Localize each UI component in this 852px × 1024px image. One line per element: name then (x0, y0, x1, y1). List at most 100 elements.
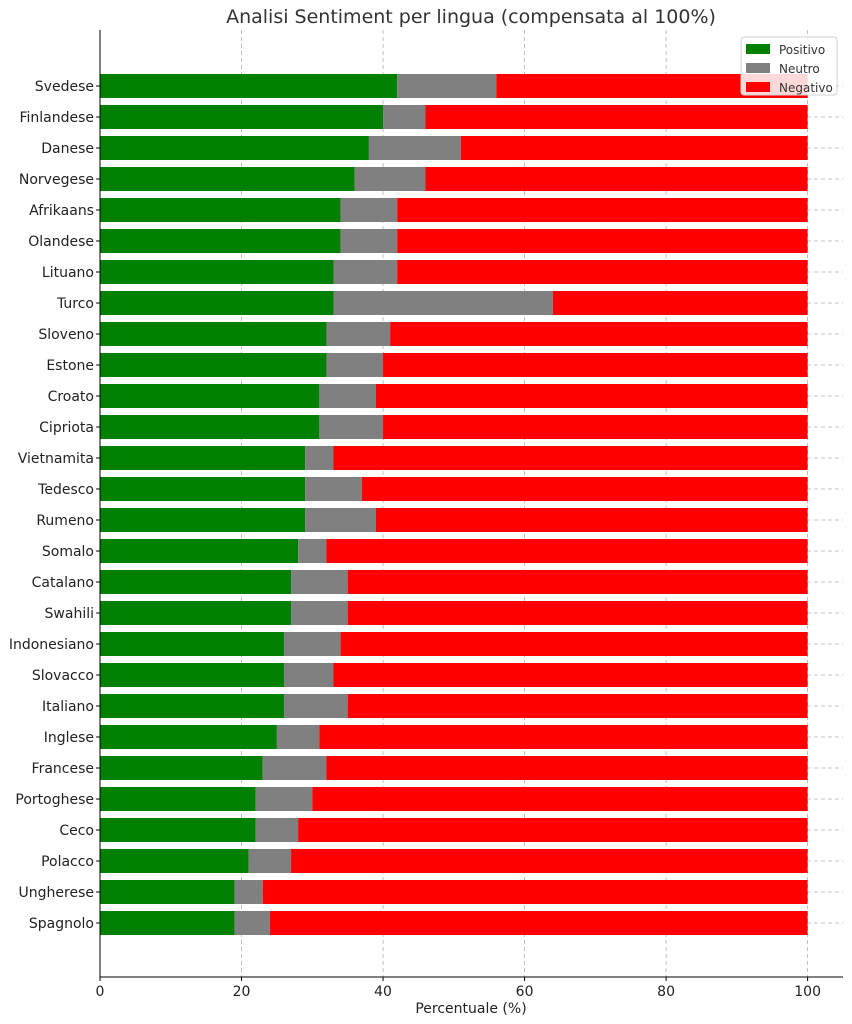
y-tick-label: Slovacco (32, 668, 94, 684)
bar-negativo-vietnamita (333, 446, 808, 470)
bar-neutro-catalano (291, 570, 348, 594)
bar-neutro-finlandese (383, 105, 426, 129)
y-tick-label: Afrikaans (29, 203, 94, 219)
bar-positivo-olandese (100, 229, 341, 253)
y-tick-label: Somalo (42, 544, 94, 560)
y-tick-label: Indonesiano (9, 637, 94, 653)
bar-negativo-swahili (347, 601, 808, 625)
bar-neutro-tedesco (305, 477, 362, 501)
bar-positivo-tedesco (100, 477, 306, 501)
bar-negativo-indonesiano (340, 632, 808, 656)
legend-label-neutro: Neutro (779, 62, 820, 76)
y-tick-label: Ungherese (19, 885, 94, 901)
x-tick-label: 20 (233, 984, 251, 1000)
bar-neutro-rumeno (305, 508, 376, 532)
bar-neutro-estone (326, 353, 384, 377)
bar-positivo-ceco (100, 818, 256, 842)
bar-neutro-ungherese (234, 880, 263, 904)
bar-negativo-slovacco (333, 663, 808, 687)
bar-positivo-francese (100, 756, 263, 780)
bar-neutro-ceco (255, 818, 299, 842)
bar-neutro-olandese (340, 229, 398, 253)
bar-neutro-cipriota (319, 415, 384, 439)
y-tick-label: Portoghese (15, 792, 94, 808)
bar-negativo-catalano (347, 570, 808, 594)
bar-positivo-finlandese (100, 105, 384, 129)
bar-positivo-turco (100, 291, 334, 315)
y-tick-label: Turco (56, 296, 94, 312)
bar-neutro-inglese (276, 725, 320, 749)
bar-positivo-croato (100, 384, 320, 408)
bar-positivo-afrikaans (100, 198, 341, 222)
bar-neutro-turco (333, 291, 553, 315)
bar-negativo-somalo (326, 539, 808, 563)
y-tick-label: Ceco (59, 823, 94, 839)
bar-positivo-svedese (100, 74, 398, 98)
bar-negativo-portoghese (312, 787, 808, 811)
x-axis-label: Percentuale (%) (415, 1001, 526, 1017)
bar-negativo-spagnolo (269, 911, 808, 935)
bar-neutro-francese (262, 756, 327, 780)
legend-label-positivo: Positivo (779, 43, 825, 57)
bar-positivo-rumeno (100, 508, 306, 532)
bar-negativo-afrikaans (397, 198, 808, 222)
bar-positivo-catalano (100, 570, 292, 594)
bar-negativo-italiano (347, 694, 808, 718)
bar-negativo-cipriota (383, 415, 808, 439)
bar-neutro-norvegese (354, 167, 426, 191)
bar-positivo-ungherese (100, 880, 235, 904)
y-tick-label: Francese (32, 761, 94, 777)
bar-negativo-tedesco (361, 477, 808, 501)
bar-neutro-vietnamita (305, 446, 334, 470)
bar-neutro-croato (319, 384, 376, 408)
y-tick-label: Catalano (32, 575, 94, 591)
bar-neutro-swahili (291, 601, 348, 625)
bar-neutro-italiano (283, 694, 348, 718)
bar-negativo-polacco (291, 849, 808, 873)
legend: Positivo Neutro Negativo (740, 36, 838, 96)
y-tick-label: Rumeno (36, 513, 94, 529)
bar-negativo-norvegese (425, 167, 808, 191)
bar-positivo-italiano (100, 694, 284, 718)
x-tick-label: 80 (657, 984, 675, 1000)
bar-negativo-danese (460, 136, 808, 160)
bar-positivo-spagnolo (100, 911, 235, 935)
chart-title: Analisi Sentiment per lingua (compensata… (226, 6, 716, 28)
bar-negativo-sloveno (390, 322, 808, 346)
y-tick-label: Inglese (44, 730, 94, 746)
legend-swatch-positivo (746, 44, 770, 54)
bar-negativo-ungherese (262, 880, 808, 904)
x-tick-label: 60 (516, 984, 534, 1000)
bar-negativo-olandese (397, 229, 808, 253)
bar-positivo-polacco (100, 849, 249, 873)
y-tick-label: Danese (41, 141, 94, 157)
bar-neutro-sloveno (326, 322, 391, 346)
bar-negativo-inglese (319, 725, 808, 749)
bar-positivo-swahili (100, 601, 292, 625)
bar-positivo-lituano (100, 260, 334, 284)
bar-neutro-lituano (333, 260, 398, 284)
bar-negativo-turco (552, 291, 808, 315)
bar-neutro-indonesiano (283, 632, 341, 656)
bar-positivo-danese (100, 136, 369, 160)
bar-neutro-somalo (298, 539, 327, 563)
ticks-layer: Svedese Finlandese Danese Norvegese Afrikaan… (9, 79, 821, 1000)
x-tick-label: 100 (794, 984, 821, 1000)
bar-neutro-spagnolo (234, 911, 270, 935)
bar-positivo-cipriota (100, 415, 320, 439)
bar-neutro-slovacco (283, 663, 334, 687)
bar-negativo-ceco (298, 818, 808, 842)
bar-neutro-polacco (248, 849, 292, 873)
bars-layer (100, 74, 808, 935)
y-tick-label: Polacco (41, 854, 94, 870)
y-tick-label: Swahili (45, 606, 94, 622)
bar-positivo-inglese (100, 725, 277, 749)
bar-neutro-danese (368, 136, 461, 160)
bar-negativo-francese (326, 756, 808, 780)
bar-positivo-norvegese (100, 167, 355, 191)
y-tick-label: Olandese (28, 234, 94, 250)
y-tick-label: Tedesco (37, 482, 94, 498)
bar-positivo-portoghese (100, 787, 256, 811)
y-tick-label: Croato (48, 389, 94, 405)
bar-negativo-lituano (397, 260, 808, 284)
